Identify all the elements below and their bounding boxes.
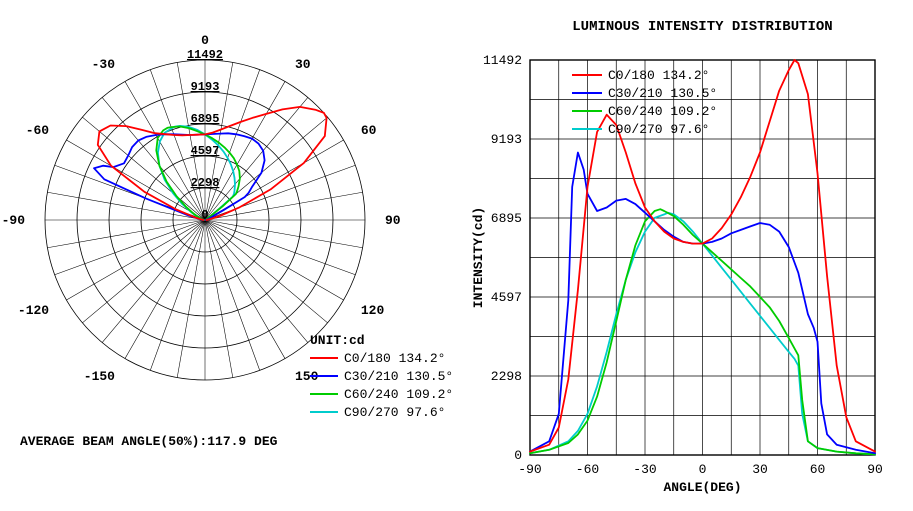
- svg-text:C0/180 134.2°: C0/180 134.2°: [608, 68, 709, 83]
- svg-text:11492: 11492: [187, 48, 223, 62]
- svg-text:4597: 4597: [491, 290, 522, 305]
- svg-text:90: 90: [385, 213, 401, 228]
- svg-text:C30/210 130.5°: C30/210 130.5°: [608, 86, 717, 101]
- svg-text:90: 90: [867, 462, 883, 477]
- svg-text:30: 30: [295, 57, 311, 72]
- svg-text:C90/270 97.6°: C90/270 97.6°: [608, 122, 709, 137]
- svg-text:120: 120: [361, 303, 385, 318]
- svg-text:9193: 9193: [191, 80, 220, 94]
- svg-text:6895: 6895: [491, 211, 522, 226]
- svg-text:C60/240 109.2°: C60/240 109.2°: [608, 104, 717, 119]
- svg-text:C30/210 130.5°: C30/210 130.5°: [344, 369, 453, 384]
- svg-text:INTENSITY(cd): INTENSITY(cd): [471, 207, 486, 308]
- polar-chart: 0229845976895919311492-150-120-90-60-300…: [2, 33, 454, 449]
- svg-text:0: 0: [201, 33, 209, 48]
- svg-text:LUMINOUS INTENSITY DISTRIBUTIO: LUMINOUS INTENSITY DISTRIBUTION: [572, 19, 832, 35]
- svg-text:-120: -120: [18, 303, 49, 318]
- svg-text:2298: 2298: [191, 176, 220, 190]
- svg-text:-60: -60: [576, 462, 599, 477]
- svg-text:6895: 6895: [191, 112, 220, 126]
- svg-text:-30: -30: [633, 462, 656, 477]
- cartesian-chart: LUMINOUS INTENSITY DISTRIBUTION -90 -60 -30…: [471, 19, 883, 495]
- svg-text:-30: -30: [92, 57, 116, 72]
- svg-text:-90: -90: [518, 462, 541, 477]
- svg-text:4597: 4597: [191, 144, 220, 158]
- svg-text:C90/270 97.6°: C90/270 97.6°: [344, 405, 445, 420]
- svg-text:AVERAGE BEAM ANGLE(50%):117.9: AVERAGE BEAM ANGLE(50%):117.9 DEG: [20, 434, 278, 449]
- svg-text:60: 60: [361, 123, 377, 138]
- svg-text:11492: 11492: [483, 53, 522, 68]
- svg-text:0: 0: [514, 448, 522, 463]
- svg-text:ANGLE(DEG): ANGLE(DEG): [663, 480, 741, 495]
- svg-text:0: 0: [699, 462, 707, 477]
- chart-svg: 0 2298 4597 6895 9193 11492 -150 -120 -90 -60 -30 0…: [0, 0, 913, 506]
- svg-text:2298: 2298: [491, 369, 522, 384]
- svg-text:UNIT:cd: UNIT:cd: [310, 333, 365, 348]
- svg-text:-90: -90: [2, 213, 26, 228]
- svg-text:C60/240 109.2°: C60/240 109.2°: [344, 387, 453, 402]
- svg-text:-60: -60: [26, 123, 50, 138]
- svg-text:C0/180 134.2°: C0/180 134.2°: [344, 351, 445, 366]
- svg-text:-150: -150: [84, 369, 115, 384]
- svg-text:60: 60: [810, 462, 826, 477]
- svg-text:9193: 9193: [491, 132, 522, 147]
- chart-stage: 0 2298 4597 6895 9193 11492 -150 -120 -90 -60 -30 0…: [0, 0, 913, 506]
- svg-text:30: 30: [752, 462, 768, 477]
